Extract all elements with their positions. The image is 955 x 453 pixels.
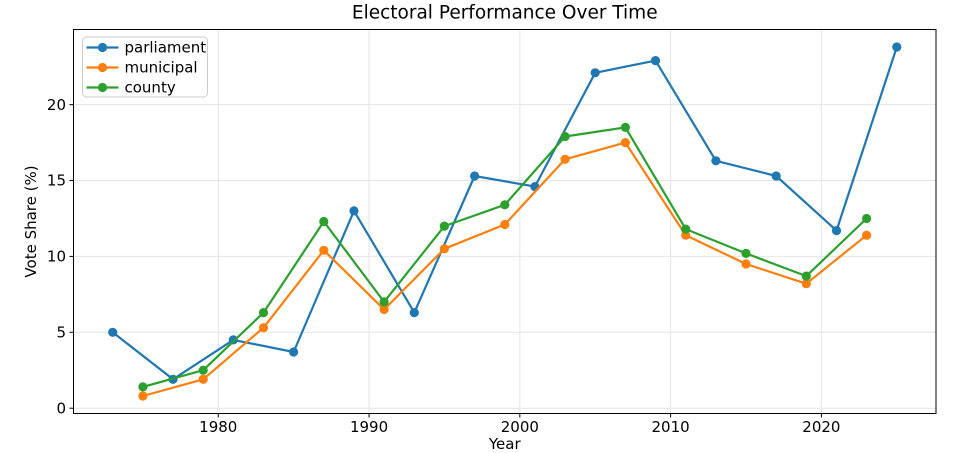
data-point-county-1991 [379, 297, 389, 307]
data-point-parliament-2021 [831, 226, 842, 236]
data-point-county-2003 [560, 131, 570, 142]
data-point-parliament-2013 [711, 156, 721, 166]
data-point-county-1987 [319, 216, 329, 227]
data-point-county-2011 [681, 224, 691, 234]
data-point-county-1995 [439, 221, 449, 231]
data-point-parliament-2017 [771, 171, 781, 181]
y-tick-label: 15 [47, 172, 66, 190]
data-point-parliament-1993 [409, 308, 419, 318]
legend-marker-county [97, 82, 108, 93]
data-point-county-1975 [138, 382, 148, 392]
data-point-municipal-1987 [319, 245, 329, 255]
data-point-municipal-2019 [801, 279, 811, 289]
data-point-county-2023 [862, 213, 872, 224]
data-point-municipal-2023 [862, 230, 872, 240]
chart-title: Electoral Performance Over Time [352, 3, 658, 24]
y-tick-label: 5 [56, 323, 66, 341]
plot-border [73, 29, 937, 414]
legend-label-municipal: municipal [125, 59, 198, 77]
y-axis-label: Vote Share (%) [22, 165, 40, 277]
data-point-county-2019 [801, 271, 811, 281]
data-point-county-2015 [741, 248, 751, 258]
data-point-county-2007 [620, 122, 631, 132]
x-tick-label: 2000 [501, 418, 539, 436]
data-point-municipal-2003 [560, 154, 570, 164]
legend-label-county: county [125, 79, 176, 97]
data-point-parliament-1973 [108, 327, 118, 337]
data-point-parliament-1997 [470, 171, 480, 181]
data-point-county-1999 [500, 200, 510, 210]
data-point-parliament-2005 [590, 68, 600, 78]
y-tick-label: 0 [56, 399, 66, 417]
data-point-parliament-2025 [892, 42, 902, 52]
data-point-municipal-1975 [138, 391, 148, 401]
data-point-county-1983 [258, 308, 269, 318]
data-point-municipal-2015 [741, 259, 751, 269]
x-tick-label: 1980 [199, 418, 237, 436]
data-point-municipal-1983 [258, 323, 269, 333]
data-point-municipal-1979 [198, 374, 208, 384]
data-point-parliament-1985 [289, 347, 299, 357]
data-point-parliament-1989 [349, 206, 359, 216]
data-point-municipal-1991 [379, 304, 389, 315]
legend [82, 36, 208, 98]
y-tick-label: 20 [47, 96, 66, 114]
series-line-parliament [111, 45, 898, 381]
data-point-county-1979 [198, 365, 208, 375]
data-point-municipal-1999 [500, 219, 510, 230]
x-tick-label: 1990 [350, 418, 388, 436]
data-point-parliament-2009 [650, 56, 661, 66]
y-tick-label: 10 [47, 248, 66, 266]
x-tick-label: 2010 [652, 418, 690, 436]
legend-marker-parliament [97, 42, 108, 53]
data-point-municipal-1995 [439, 244, 449, 254]
x-tick-label: 2020 [802, 418, 840, 436]
x-axis-label: Year [488, 435, 522, 453]
legend-label-parliament: parliament [125, 39, 207, 57]
legend-marker-municipal [97, 62, 108, 73]
series-line-county [141, 126, 868, 388]
data-point-municipal-2007 [620, 138, 631, 148]
